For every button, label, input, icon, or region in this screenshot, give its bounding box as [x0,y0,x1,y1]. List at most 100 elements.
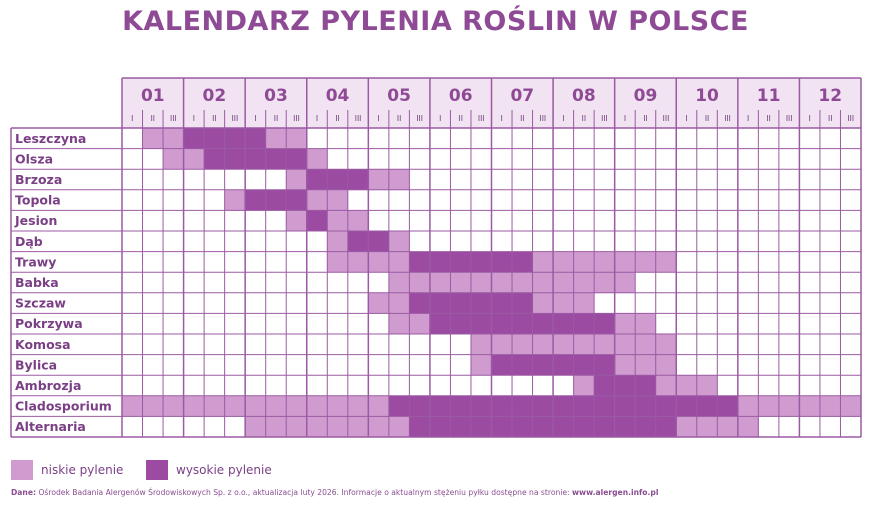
decade-label-07-III: III [539,114,546,123]
pollen-cell-cladosporium-8 [265,395,287,417]
legend-low: niskie pylenie [11,460,123,480]
pollen-cell-komosa-24 [594,334,615,355]
pollen-cell-topola-10 [306,189,328,211]
pollen-cell-cladosporium-26 [635,395,657,417]
pollen-cell-bylica-18 [470,354,492,376]
pollen-cell-jesion-10 [306,210,328,232]
pollen-cell-szczaw-17 [450,292,472,314]
pollen-cell-pokrzywa-18 [470,313,492,335]
pollen-cell-olsza-3 [163,148,184,170]
pollen-cell-leszczyna-5 [204,128,225,149]
pollen-cell-komosa-26 [635,334,657,355]
pollen-cell-topola-6 [224,189,246,211]
pollen-cell-trawy-12 [347,251,369,273]
pollen-cell-alternaria-10 [306,416,328,438]
pollen-cell-alternaria-23 [573,416,595,438]
legend-high: wysokie pylenie [146,460,272,480]
month-label-09: 09 [634,86,658,106]
pollen-cell-alternaria-16 [429,416,451,438]
pollen-cell-topola-11 [327,189,349,211]
pollen-cell-pokrzywa-14 [388,313,410,335]
pollen-cell-alternaria-24 [594,416,615,438]
pollen-cell-alternaria-11 [327,416,349,438]
pollen-cell-cladosporium-23 [573,395,595,417]
decade-label-04-I: I [316,114,318,123]
pollen-cell-bylica-27 [655,354,677,376]
pollen-cell-babka-24 [594,272,615,294]
pollen-cell-cladosporium-30 [717,395,739,417]
pollen-cell-cladosporium-32 [758,395,780,417]
pollen-cell-cladosporium-36 [840,395,862,417]
decade-label-03-I: I [254,114,256,123]
decade-label-04-III: III [355,114,362,123]
pollen-cell-babka-20 [512,272,533,294]
row-label-jesion: Jesion [14,213,57,228]
pollen-cell-komosa-23 [573,334,595,355]
pollen-cell-cladosporium-12 [347,395,369,417]
pollen-cell-szczaw-22 [553,292,574,314]
pollen-cell-alternaria-14 [388,416,410,438]
pollen-cell-olsza-6 [224,148,246,170]
pollen-cell-alternaria-8 [265,416,287,438]
pollen-cell-ambrozja-24 [594,375,615,397]
decade-label-12-I: I [809,114,811,123]
pollen-cell-ambrozja-27 [655,375,677,397]
row-label-pokrzywa: Pokrzywa [15,316,83,331]
pollen-cell-leszczyna-7 [245,128,266,149]
pollen-cell-trawy-26 [635,251,657,273]
decade-label-09-III: III [663,114,670,123]
decade-label-05-I: I [377,114,379,123]
pollen-cell-ambrozja-29 [696,375,718,397]
decade-label-10-I: I [685,114,687,123]
pollen-cell-pokrzywa-26 [635,313,657,335]
month-label-12: 12 [818,86,842,106]
pollen-cell-alternaria-20 [512,416,533,438]
decade-label-06-I: I [439,114,441,123]
pollen-cell-pokrzywa-16 [429,313,451,335]
row-label-komosa: Komosa [15,337,71,352]
pollen-cell-bylica-21 [532,354,554,376]
pollen-cell-babka-14 [388,272,410,294]
month-label-07: 07 [510,86,534,106]
pollen-cell-dąb-14 [388,231,410,252]
pollen-cell-alternaria-17 [450,416,472,438]
pollen-cell-bylica-24 [594,354,615,376]
footer-source-text: Ośrodek Badania Alergenów Środowiskowych… [38,488,570,497]
pollen-cell-cladosporium-3 [163,395,184,417]
pollen-cell-trawy-25 [614,251,636,273]
chart-title: KALENDARZ PYLENIA ROŚLIN W POLSCE [122,6,749,37]
pollen-cell-bylica-20 [512,354,533,376]
pollen-cell-cladosporium-16 [429,395,451,417]
pollen-cell-topola-8 [265,189,287,211]
pollen-cell-cladosporium-2 [142,395,164,417]
pollen-cell-ambrozja-28 [676,375,698,397]
pollen-cell-trawy-21 [532,251,554,273]
pollen-cell-bylica-26 [635,354,657,376]
decade-label-11-III: III [786,114,793,123]
month-label-01: 01 [141,86,165,106]
pollen-cell-alternaria-19 [491,416,513,438]
row-label-szczaw: Szczaw [15,296,66,311]
pollen-cell-dąb-11 [327,231,349,252]
decade-label-08-III: III [601,114,608,123]
row-label-dąb: Dąb [15,234,43,249]
decade-label-11-I: I [747,114,749,123]
pollen-cell-cladosporium-33 [778,395,800,417]
pollen-cell-olsza-7 [245,148,266,170]
pollen-cell-szczaw-20 [512,292,533,314]
pollen-cell-trawy-24 [594,251,615,273]
footer-url[interactable]: www.alergen.info.pl [572,488,659,497]
pollen-cell-olsza-10 [306,148,328,170]
pollen-cell-alternaria-29 [696,416,718,438]
pollen-cell-szczaw-18 [470,292,492,314]
pollen-cell-komosa-22 [553,334,574,355]
pollen-cell-cladosporium-5 [204,395,225,417]
pollen-cell-alternaria-22 [553,416,574,438]
pollen-cell-bylica-23 [573,354,595,376]
pollen-cell-babka-22 [553,272,574,294]
decade-label-07-I: I [501,114,503,123]
pollen-cell-cladosporium-31 [737,395,759,417]
pollen-cell-alternaria-27 [655,416,677,438]
pollen-cell-cladosporium-17 [450,395,472,417]
